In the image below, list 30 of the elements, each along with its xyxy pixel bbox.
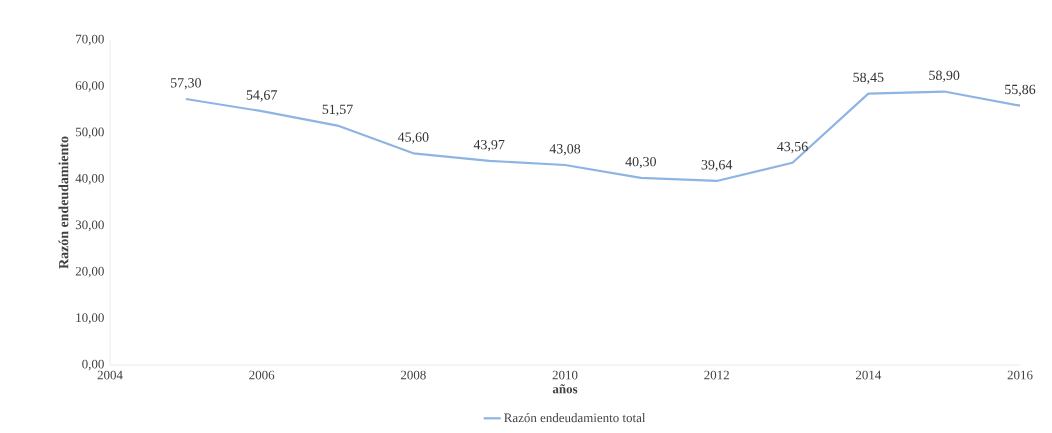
x-tick-label: 2016 [1007,370,1033,380]
y-tick-label: 50,00 [75,127,104,139]
x-tick-label: 2004 [97,370,123,380]
data-label: 54,67 [246,90,277,102]
data-label: 40,30 [625,156,656,169]
x-axis-title: años [552,384,578,394]
y-tick-label: 40,00 [75,173,104,185]
data-label: 43,97 [473,139,505,152]
y-tick-label: 30,00 [75,220,104,232]
x-tick-label: 2010 [552,370,578,380]
data-label: 58,45 [853,72,884,85]
data-label: 58,90 [929,70,960,83]
y-tick-label: 10,00 [76,313,104,324]
x-tick-label: 2008 [400,370,426,380]
data-label: 43,56 [777,141,808,154]
data-label: 45,60 [397,132,429,144]
x-tick-label: 2012 [704,370,729,380]
x-tick-label: 2006 [249,370,275,380]
y-tick-label: 60,00 [75,81,104,92]
data-label: 43,08 [549,144,581,156]
data-label: 51,57 [322,104,353,117]
y-tick-label: 0,00 [82,359,104,371]
legend-label: Razón endeudamiento total [504,413,646,423]
data-label: 55,86 [1005,84,1036,97]
y-axis-title: Razón endeudamiento [58,136,69,269]
y-tick-label: 70,00 [76,34,104,46]
data-label: 57,30 [170,78,201,90]
y-tick-label: 20,00 [75,266,104,278]
data-label: 39,64 [701,160,733,172]
x-tick-label: 2014 [855,370,882,380]
